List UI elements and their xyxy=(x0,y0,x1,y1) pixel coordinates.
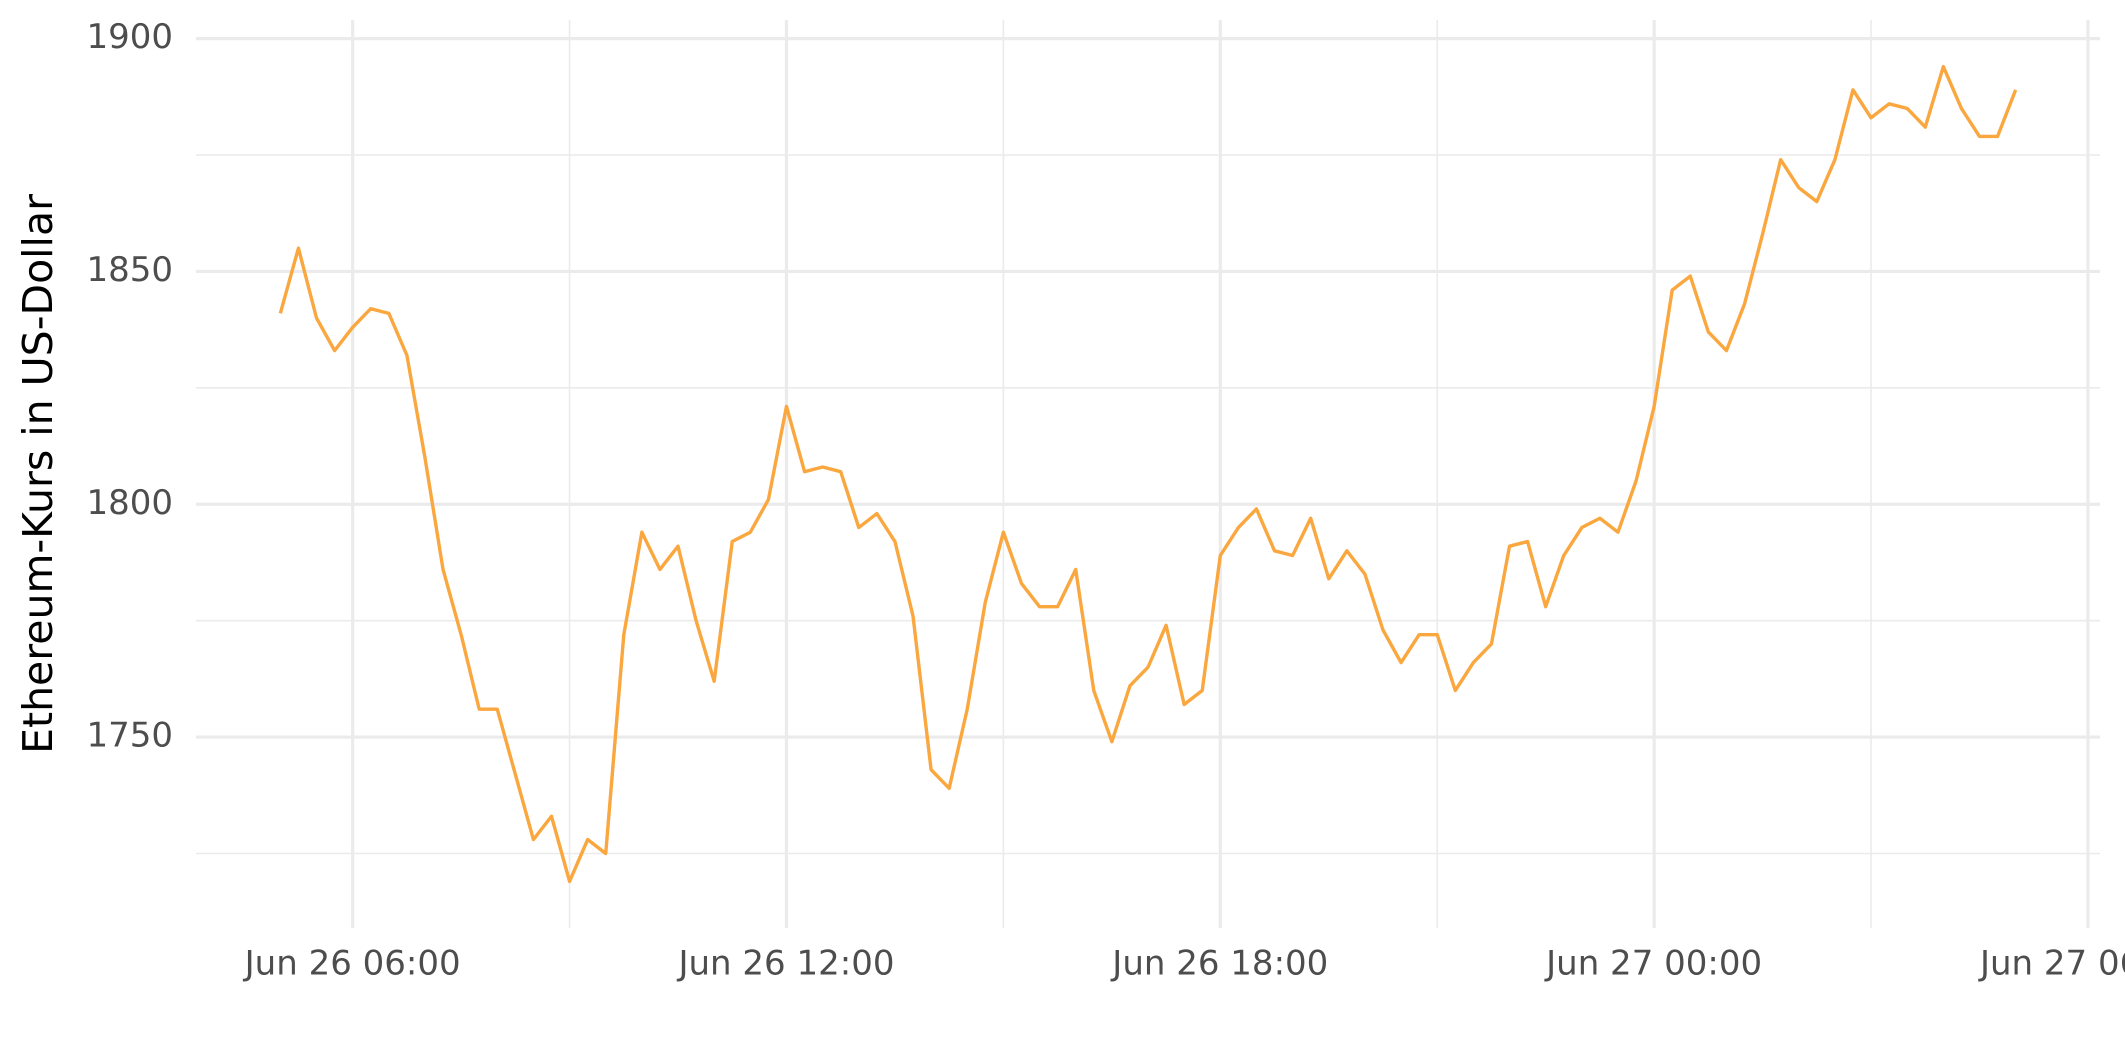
y-tick-label: 1850 xyxy=(86,250,173,290)
y-tick-label: 1750 xyxy=(86,716,173,756)
y-tick-label: 1900 xyxy=(86,17,173,57)
price-line xyxy=(278,64,2018,884)
y-axis-title: Ethereum-Kurs in US-Dollar xyxy=(14,194,62,754)
y-tick-label: 1800 xyxy=(86,483,173,523)
x-tick-label: Jun 27 06:00 xyxy=(1978,944,2125,984)
x-tick-label: Jun 27 00:00 xyxy=(1544,944,1762,984)
x-tick-label: Jun 26 06:00 xyxy=(243,944,461,984)
x-tick-label: Jun 26 18:00 xyxy=(1110,944,1328,984)
x-tick-label: Jun 26 12:00 xyxy=(676,944,894,984)
